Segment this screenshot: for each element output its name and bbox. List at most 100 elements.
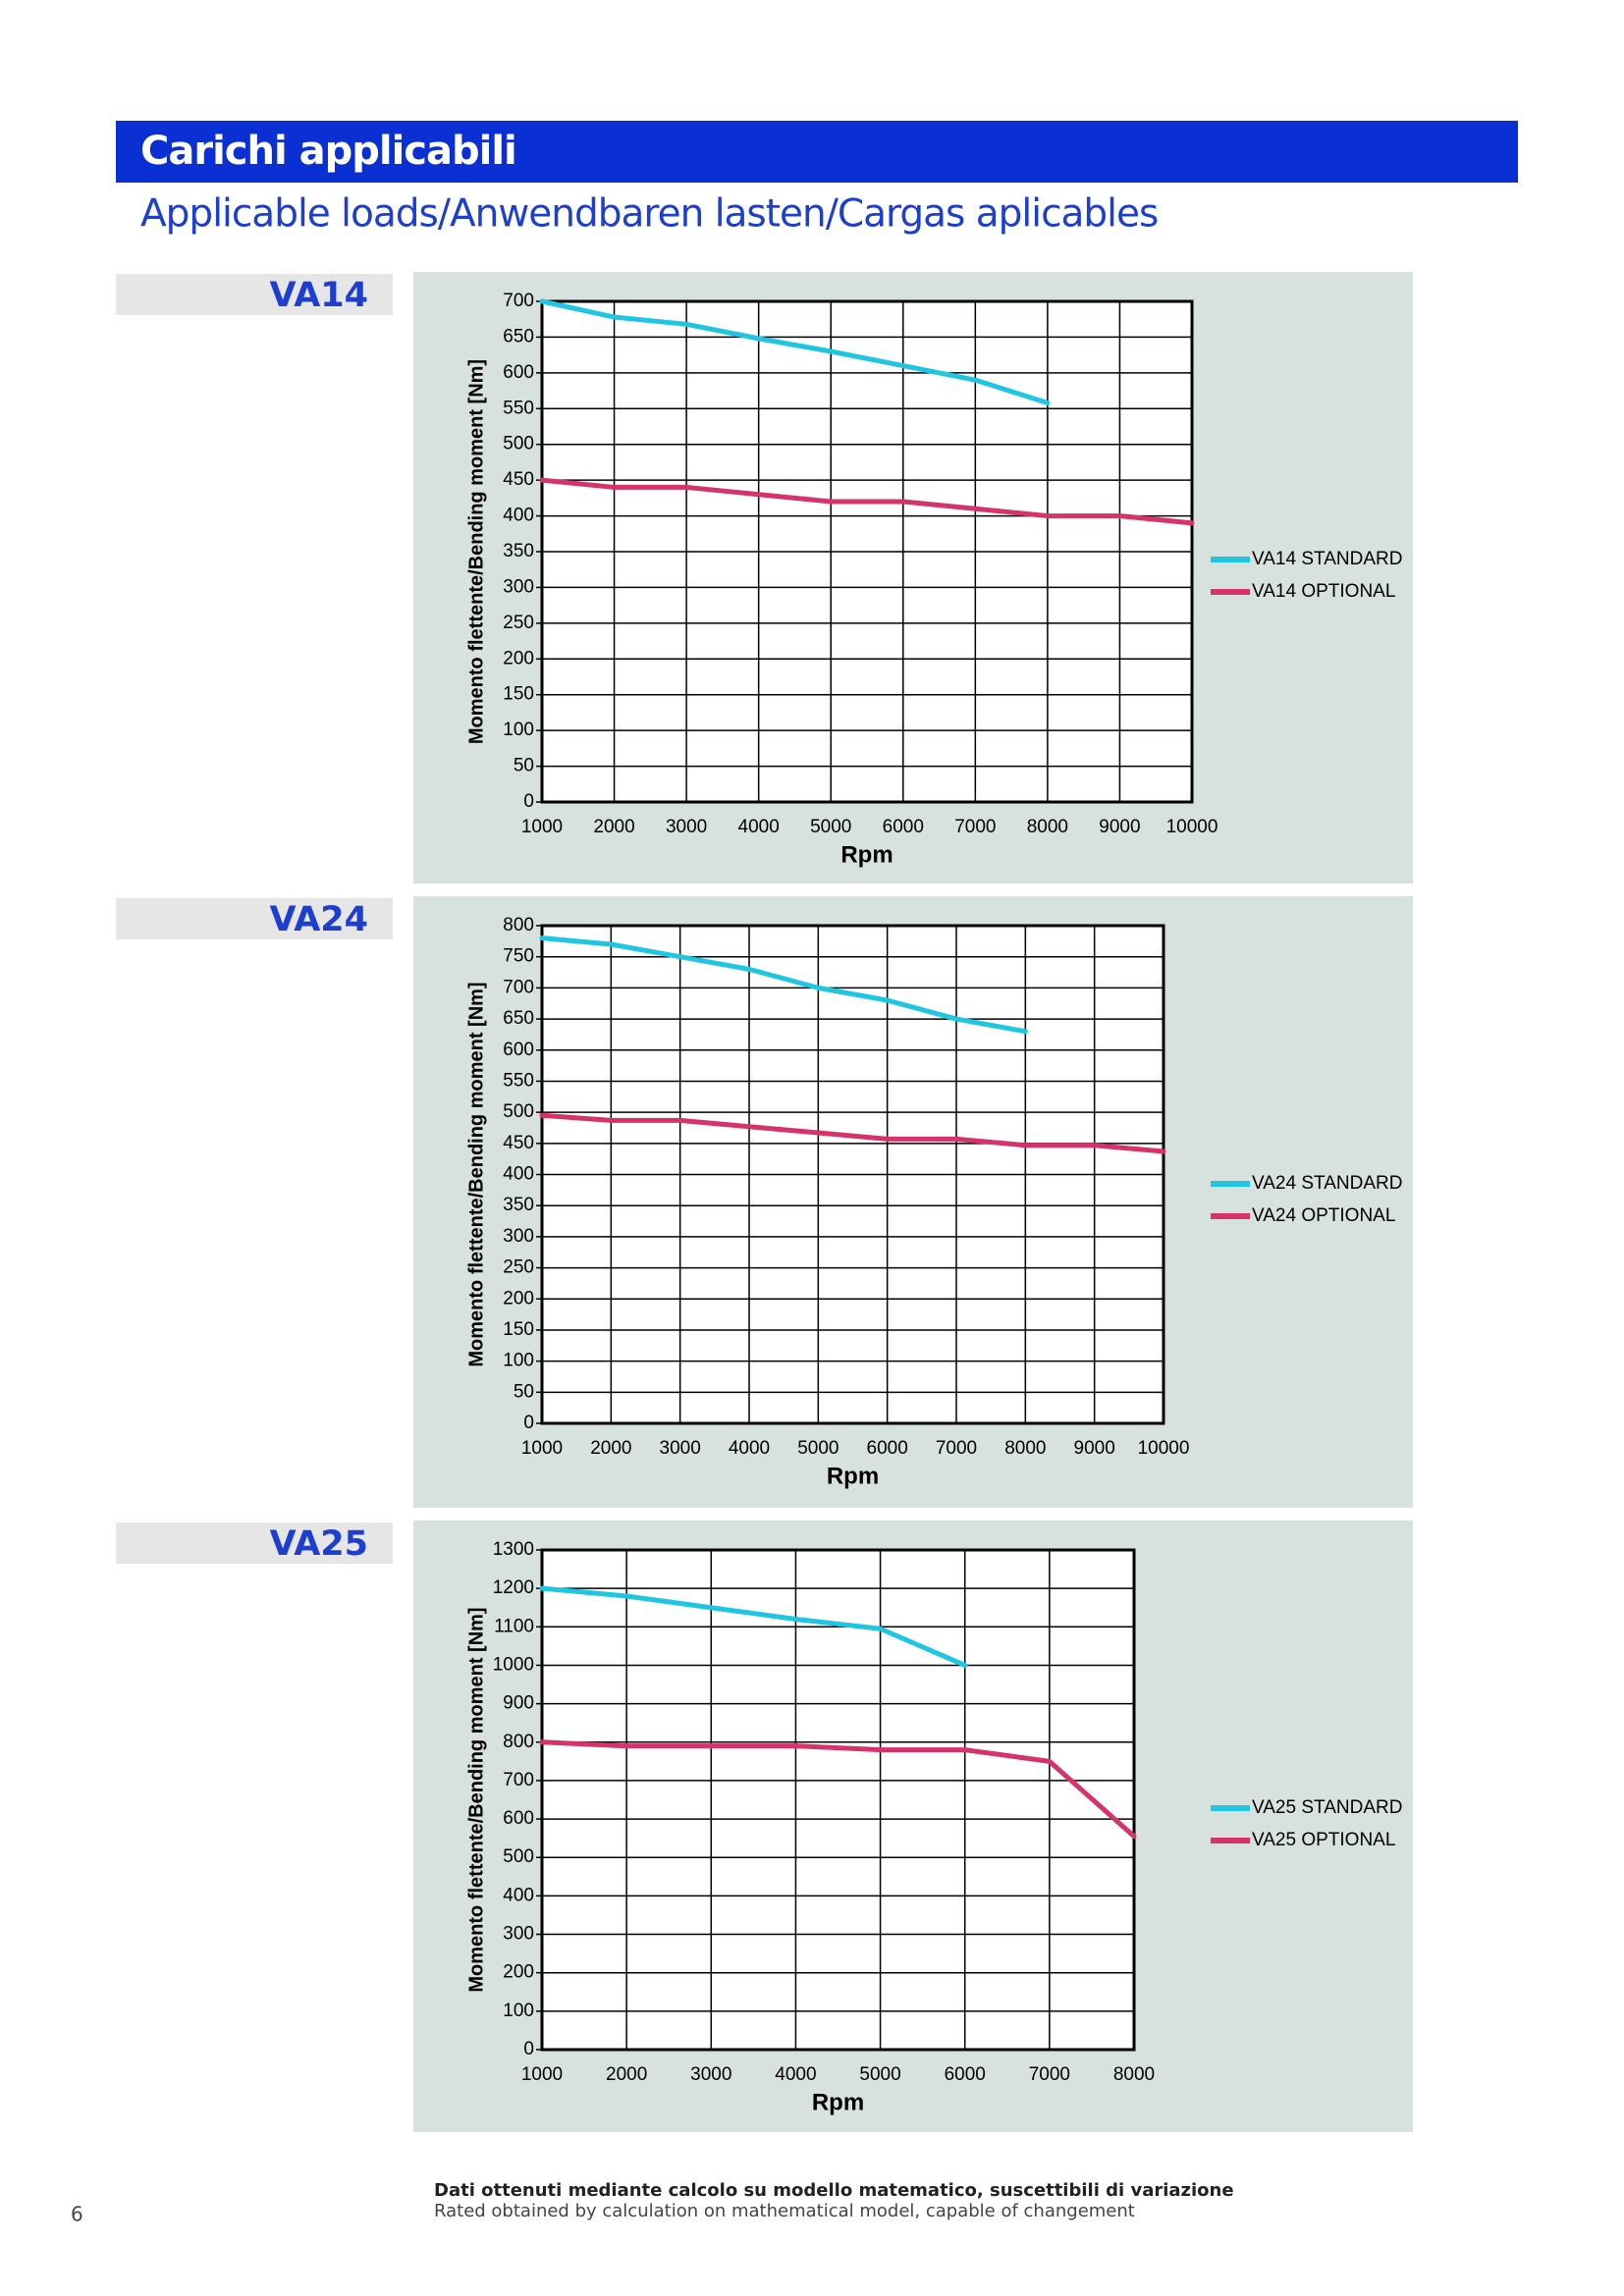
y-tick-label: 650	[503, 1008, 534, 1029]
x-tick-label: 5000	[859, 2064, 900, 2085]
section-label: VA25	[269, 1524, 368, 1564]
y-tick-label: 400	[503, 1164, 534, 1185]
y-tick-label: 150	[503, 684, 534, 705]
x-tick-label: 2000	[606, 2064, 647, 2085]
x-tick-label: 10000	[1138, 1438, 1190, 1459]
y-tick-label: 100	[503, 1351, 534, 1371]
x-tick-label: 7000	[954, 817, 996, 837]
y-tick-label: 600	[503, 1040, 534, 1060]
section-label-bg	[116, 274, 393, 315]
y-tick-label: 800	[503, 915, 534, 935]
y-tick-label: 650	[503, 326, 534, 347]
x-axis-label: Rpm	[840, 841, 893, 868]
legend-label: VA14 STANDARD	[1252, 549, 1402, 569]
data-line	[539, 1585, 968, 1668]
x-tick-label: 10000	[1166, 817, 1218, 837]
x-tick-label: 6000	[883, 817, 924, 837]
y-axis-label: Momento flettente/Bending moment [Nm]	[465, 1607, 487, 1992]
y-tick-label: 450	[503, 469, 534, 490]
y-tick-label: 300	[503, 576, 534, 597]
header-bar	[116, 121, 1518, 183]
y-tick-label: 100	[503, 2001, 534, 2021]
x-tick-label: 6000	[867, 1438, 908, 1459]
legend-label: VA24 STANDARD	[1252, 1173, 1402, 1194]
x-tick-label: 5000	[797, 1438, 839, 1459]
data-line	[539, 935, 1028, 1035]
y-tick-label: 350	[503, 1195, 534, 1215]
plot-frame	[540, 924, 1165, 1425]
footer-note: Dati ottenuti mediante calcolo su modell…	[434, 2180, 1234, 2201]
x-tick-label: 1000	[521, 2064, 563, 2085]
y-tick-label: 500	[503, 434, 534, 454]
plot-frame	[540, 1548, 1136, 2052]
legend-label: VA25 OPTIONAL	[1252, 1830, 1395, 1850]
footer-note-en: Rated obtained by calculation on mathema…	[434, 2201, 1135, 2221]
data-line	[539, 298, 1051, 405]
legend-label: VA25 STANDARD	[1252, 1797, 1402, 1818]
y-tick-label: 1100	[494, 1616, 534, 1636]
y-tick-label: 0	[523, 791, 534, 812]
page-number: 6	[71, 2203, 83, 2226]
y-tick-label: 750	[503, 946, 534, 967]
y-tick-label: 500	[503, 1101, 534, 1122]
page-title: Carichi applicabili	[140, 129, 516, 174]
plot-area	[542, 1550, 1134, 2050]
y-tick-label: 50	[514, 1381, 534, 1402]
y-tick-label: 350	[503, 541, 534, 561]
y-tick-label: 400	[503, 506, 534, 526]
y-tick-label: 800	[503, 1732, 534, 1752]
y-tick-label: 300	[503, 1226, 534, 1247]
y-axis-label: Momento flettente/Bending moment [Nm]	[465, 982, 487, 1366]
data-line	[539, 477, 1195, 526]
x-tick-label: 3000	[666, 817, 707, 837]
x-axis-label: Rpm	[827, 1463, 879, 1489]
x-tick-label: 3000	[660, 1438, 701, 1459]
y-tick-label: 250	[503, 1257, 534, 1278]
y-tick-label: 300	[503, 1924, 534, 1945]
legend-label: VA24 OPTIONAL	[1252, 1205, 1395, 1226]
y-tick-label: 700	[503, 977, 534, 997]
y-tick-label: 100	[503, 720, 534, 740]
plot-frame	[540, 299, 1194, 804]
x-tick-label: 6000	[945, 2064, 986, 2085]
y-tick-label: 900	[503, 1693, 534, 1714]
x-tick-label: 4000	[729, 1438, 770, 1459]
x-tick-label: 9000	[1074, 1438, 1115, 1459]
y-tick-label: 450	[503, 1133, 534, 1153]
y-tick-label: 250	[503, 613, 534, 633]
y-tick-label: 200	[503, 1288, 534, 1308]
y-tick-label: 600	[503, 1808, 534, 1829]
x-tick-label: 4000	[775, 2064, 816, 2085]
y-tick-label: 550	[503, 1070, 534, 1091]
section-label: VA24	[269, 900, 368, 939]
y-tick-label: 500	[503, 1846, 534, 1867]
y-tick-label: 550	[503, 398, 534, 418]
x-tick-label: 7000	[936, 1438, 977, 1459]
section-label-bg	[116, 1522, 393, 1564]
y-tick-label: 700	[503, 1770, 534, 1790]
x-tick-label: 2000	[593, 817, 634, 837]
x-tick-label: 2000	[590, 1438, 631, 1459]
x-tick-label: 8000	[1004, 1438, 1046, 1459]
x-axis-label: Rpm	[812, 2089, 864, 2115]
y-tick-label: 200	[503, 1962, 534, 1983]
y-tick-label: 50	[514, 756, 534, 776]
page-subtitle: Applicable loads/Anwendbaren lasten/Carg…	[140, 192, 1158, 237]
x-tick-label: 3000	[690, 2064, 731, 2085]
y-tick-label: 200	[503, 648, 534, 668]
x-tick-label: 7000	[1029, 2064, 1070, 2085]
y-tick-label: 0	[523, 1413, 534, 1433]
y-tick-label: 1000	[493, 1654, 534, 1675]
y-tick-label: 400	[503, 1885, 534, 1905]
x-tick-label: 5000	[810, 817, 851, 837]
data-line	[539, 1739, 1137, 1840]
section-label: VA14	[269, 276, 368, 315]
x-tick-label: 4000	[738, 817, 780, 837]
x-tick-label: 8000	[1113, 2064, 1155, 2085]
y-tick-label: 1300	[493, 1539, 534, 1560]
section-label-bg	[116, 898, 393, 939]
y-tick-label: 1200	[493, 1577, 534, 1598]
y-axis-label: Momento flettente/Bending moment [Nm]	[465, 359, 487, 744]
x-tick-label: 1000	[521, 1438, 563, 1459]
x-tick-label: 1000	[521, 817, 563, 837]
